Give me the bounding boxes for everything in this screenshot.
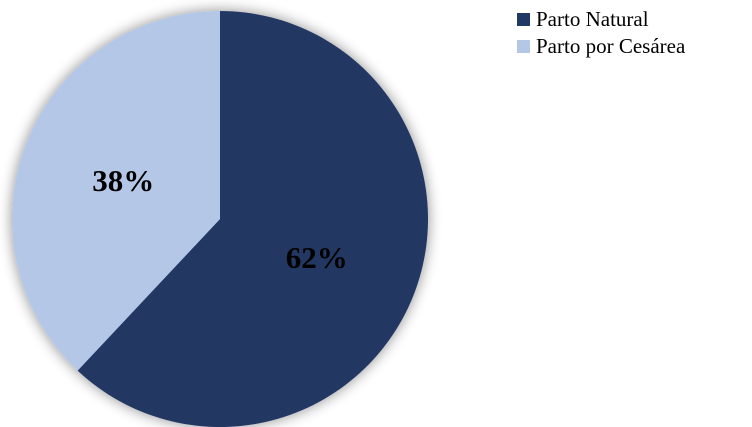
legend-label-parto-por-cesarea: Parto por Cesárea: [536, 34, 686, 58]
legend-label-parto-natural: Parto Natural: [536, 7, 649, 31]
pie-slice-parto-natural: [77, 11, 428, 427]
legend-swatch-parto-por-cesarea: [517, 40, 530, 53]
pie-slice-parto-por-cesarea: [11, 11, 221, 371]
legend-swatch-parto-natural: [517, 13, 530, 26]
slice-label-parto-por-cesarea: 38%: [92, 163, 154, 198]
legend-item-parto-natural: Parto Natural: [517, 6, 685, 33]
legend-item-parto-por-cesarea: Parto por Cesárea: [517, 33, 685, 60]
legend: Parto Natural Parto por Cesárea: [517, 6, 685, 60]
slice-label-parto-natural: 62%: [286, 240, 348, 275]
